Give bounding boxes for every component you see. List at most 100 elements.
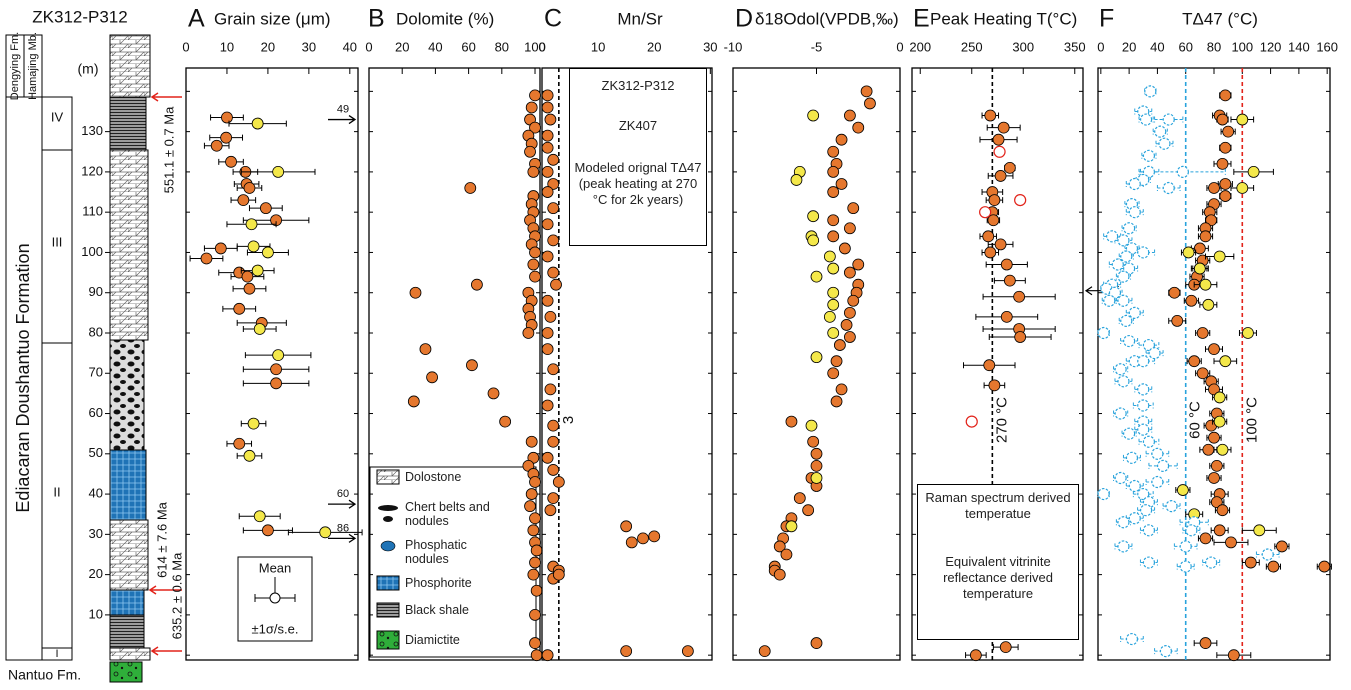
data-point xyxy=(464,182,477,194)
data-point xyxy=(220,131,233,144)
data-point xyxy=(272,349,285,362)
data-point xyxy=(499,415,512,428)
data-point xyxy=(1125,451,1139,464)
panel-title: Mn/Sr xyxy=(617,9,663,28)
data-point xyxy=(637,532,649,545)
data-point xyxy=(835,178,848,190)
data-point xyxy=(541,166,554,178)
legend-label: ZK407 xyxy=(618,118,658,133)
x-tick-label: 20 xyxy=(395,39,409,54)
legend-swatch xyxy=(376,630,400,650)
member-label: III xyxy=(52,234,63,249)
data-point xyxy=(1179,540,1192,553)
age-label: 551.1 ± 0.7 Ma xyxy=(161,106,176,193)
data-point xyxy=(1142,149,1156,162)
data-point xyxy=(827,286,840,299)
panel-frame xyxy=(911,67,1084,661)
data-point xyxy=(810,472,823,484)
data-point xyxy=(1014,331,1027,343)
formation-header: Dengying Fm. xyxy=(9,32,21,100)
legend-label: Equivalent vitrinite reflectance derived… xyxy=(943,554,1053,601)
data-point xyxy=(547,234,560,247)
x-tick-label: -10 xyxy=(724,39,743,54)
data-point xyxy=(541,649,554,662)
y-tick-label: 20 xyxy=(89,566,103,581)
data-point xyxy=(830,395,843,408)
data-point xyxy=(272,166,285,178)
data-point xyxy=(793,492,806,505)
data-point xyxy=(1120,314,1133,328)
data-point xyxy=(1117,294,1130,307)
data-point xyxy=(1196,327,1209,339)
x-tick-label: 0 xyxy=(538,39,545,54)
base-label: Nantuo Fm. xyxy=(8,667,81,683)
lithology-legend-label: Dolostone xyxy=(405,470,462,484)
y-tick-label: 80 xyxy=(89,324,103,339)
data-point xyxy=(1196,367,1209,380)
x-tick-label: 40 xyxy=(1150,39,1164,54)
data-point xyxy=(544,310,557,323)
data-point xyxy=(1219,89,1232,102)
lithology xyxy=(109,339,145,451)
data-point xyxy=(1208,431,1220,444)
member-label: II xyxy=(53,484,60,499)
data-point xyxy=(1125,632,1139,646)
data-point xyxy=(1117,516,1130,529)
data-point xyxy=(835,133,848,146)
offscale-label: 49 xyxy=(337,103,349,115)
offscale-arrow xyxy=(328,533,357,543)
lithology-legend-label: Black shale xyxy=(405,603,469,617)
data-point xyxy=(547,435,560,448)
x-tick-label: 10 xyxy=(591,39,605,54)
data-point xyxy=(1193,242,1206,255)
data-point xyxy=(999,641,1012,654)
data-point xyxy=(547,153,560,166)
data-point xyxy=(827,166,840,178)
data-point xyxy=(1261,548,1274,561)
data-point xyxy=(810,459,823,472)
data-point xyxy=(426,371,438,384)
data-point xyxy=(1117,270,1130,283)
data-point xyxy=(247,240,260,253)
data-point xyxy=(827,214,840,227)
data-point xyxy=(984,246,997,259)
data-point xyxy=(844,331,856,343)
reference-label: 3 xyxy=(560,416,577,424)
x-tick-label: 20 xyxy=(1122,39,1136,54)
legend-label: Modeled orignal TΔ47 (peak heating at 27… xyxy=(574,160,702,207)
data-point xyxy=(529,608,541,621)
data-point xyxy=(419,343,432,355)
panel-frame xyxy=(368,67,541,661)
data-point xyxy=(409,286,422,299)
data-point xyxy=(525,101,538,114)
x-tick-label: 80 xyxy=(1207,39,1221,54)
panel-title: Dolomite (%) xyxy=(396,9,494,28)
data-point xyxy=(1103,294,1116,307)
data-point xyxy=(1216,443,1229,456)
data-point xyxy=(1219,141,1232,154)
data-point xyxy=(225,155,237,168)
data-point xyxy=(547,492,560,505)
data-point xyxy=(552,568,565,581)
data-point xyxy=(210,139,223,152)
data-point xyxy=(1139,113,1153,126)
data-point xyxy=(541,101,554,114)
x-tick-label: 0 xyxy=(182,39,189,54)
data-point xyxy=(1000,310,1013,323)
lithology xyxy=(109,149,149,341)
data-point xyxy=(1208,472,1220,484)
data-point xyxy=(524,500,536,513)
data-point xyxy=(541,451,554,464)
data-point xyxy=(541,250,554,263)
data-point xyxy=(544,113,557,126)
x-tick-label: 30 xyxy=(302,39,316,54)
lithology xyxy=(109,661,143,683)
data-point xyxy=(790,174,803,186)
mean-legend-error: ±1σ/s.e. xyxy=(252,621,299,636)
y-tick-label: 110 xyxy=(82,204,103,219)
member-header: Hamajing Mb. xyxy=(27,32,39,100)
data-point xyxy=(988,194,1001,206)
data-point xyxy=(1137,399,1150,412)
data-point xyxy=(544,383,557,396)
data-point xyxy=(529,270,541,283)
